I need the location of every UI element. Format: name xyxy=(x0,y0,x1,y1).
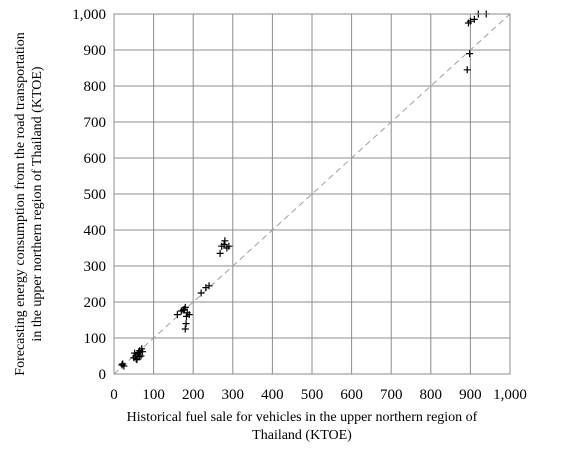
x-axis-title: Historical fuel sale for vehicles in the… xyxy=(127,410,478,443)
x-tick-label: 800 xyxy=(420,387,443,403)
data-point xyxy=(202,284,210,292)
x-tick-label: 500 xyxy=(301,387,324,403)
y-tick-label: 200 xyxy=(84,295,107,311)
x-tick-label: 700 xyxy=(380,387,403,403)
y-axis-title-line: in the upper northern region of Thailand… xyxy=(30,66,45,341)
data-point xyxy=(470,15,478,23)
data-point xyxy=(197,289,205,297)
y-tick-label: 800 xyxy=(84,79,107,95)
data-point xyxy=(216,249,224,257)
data-point xyxy=(225,242,233,250)
data-point xyxy=(182,320,190,328)
data-point xyxy=(131,349,139,357)
y-axis-title: Forecasting energy consumption from the … xyxy=(13,32,45,375)
x-tick-label: 100 xyxy=(142,387,165,403)
data-point xyxy=(205,282,213,290)
y-tick-label: 900 xyxy=(84,43,107,59)
chart-grid xyxy=(114,14,510,374)
plot-area-frame xyxy=(113,13,511,375)
y-tick-label: 1,000 xyxy=(72,7,106,23)
x-axis-title-line: Historical fuel sale for vehicles in the… xyxy=(127,410,478,425)
data-point xyxy=(119,360,127,368)
data-point xyxy=(185,311,193,319)
x-axis-title-line: Thailand (KTOE) xyxy=(252,428,352,443)
data-point xyxy=(139,348,147,356)
y-tick-label: 300 xyxy=(84,259,107,275)
data-point xyxy=(221,237,229,245)
reference-line xyxy=(113,13,511,375)
data-point xyxy=(181,325,189,333)
y-axis-ticks: 0 100 200 300 400 500 600 700 800 900 1,000 xyxy=(72,7,106,383)
x-tick-label: 300 xyxy=(222,387,245,403)
x-tick-label: 600 xyxy=(340,387,363,403)
data-point xyxy=(173,311,181,319)
y-tick-label: 500 xyxy=(84,187,107,203)
x-tick-label: 1,000 xyxy=(493,387,527,403)
x-tick-label: 200 xyxy=(182,387,205,403)
data-point xyxy=(466,17,474,25)
data-point xyxy=(181,303,189,311)
data-point xyxy=(137,352,145,360)
y-tick-label: 0 xyxy=(99,367,107,383)
x-axis-ticks: 0 100 200 300 400 500 600 700 800 900 1,000 xyxy=(110,387,527,403)
data-point xyxy=(463,66,471,74)
x-tick-label: 400 xyxy=(261,387,284,403)
x-tick-label: 900 xyxy=(459,387,482,403)
data-point xyxy=(135,353,143,361)
data-points xyxy=(118,10,490,370)
y-tick-label: 700 xyxy=(84,115,107,131)
x-tick-label: 0 xyxy=(110,387,118,403)
y-tick-label: 600 xyxy=(84,151,107,167)
y-axis-title-line: Forecasting energy consumption from the … xyxy=(13,32,28,375)
y-tick-label: 100 xyxy=(84,331,107,347)
data-point xyxy=(466,50,474,58)
data-point xyxy=(220,240,228,248)
y-tick-label: 400 xyxy=(84,223,107,239)
